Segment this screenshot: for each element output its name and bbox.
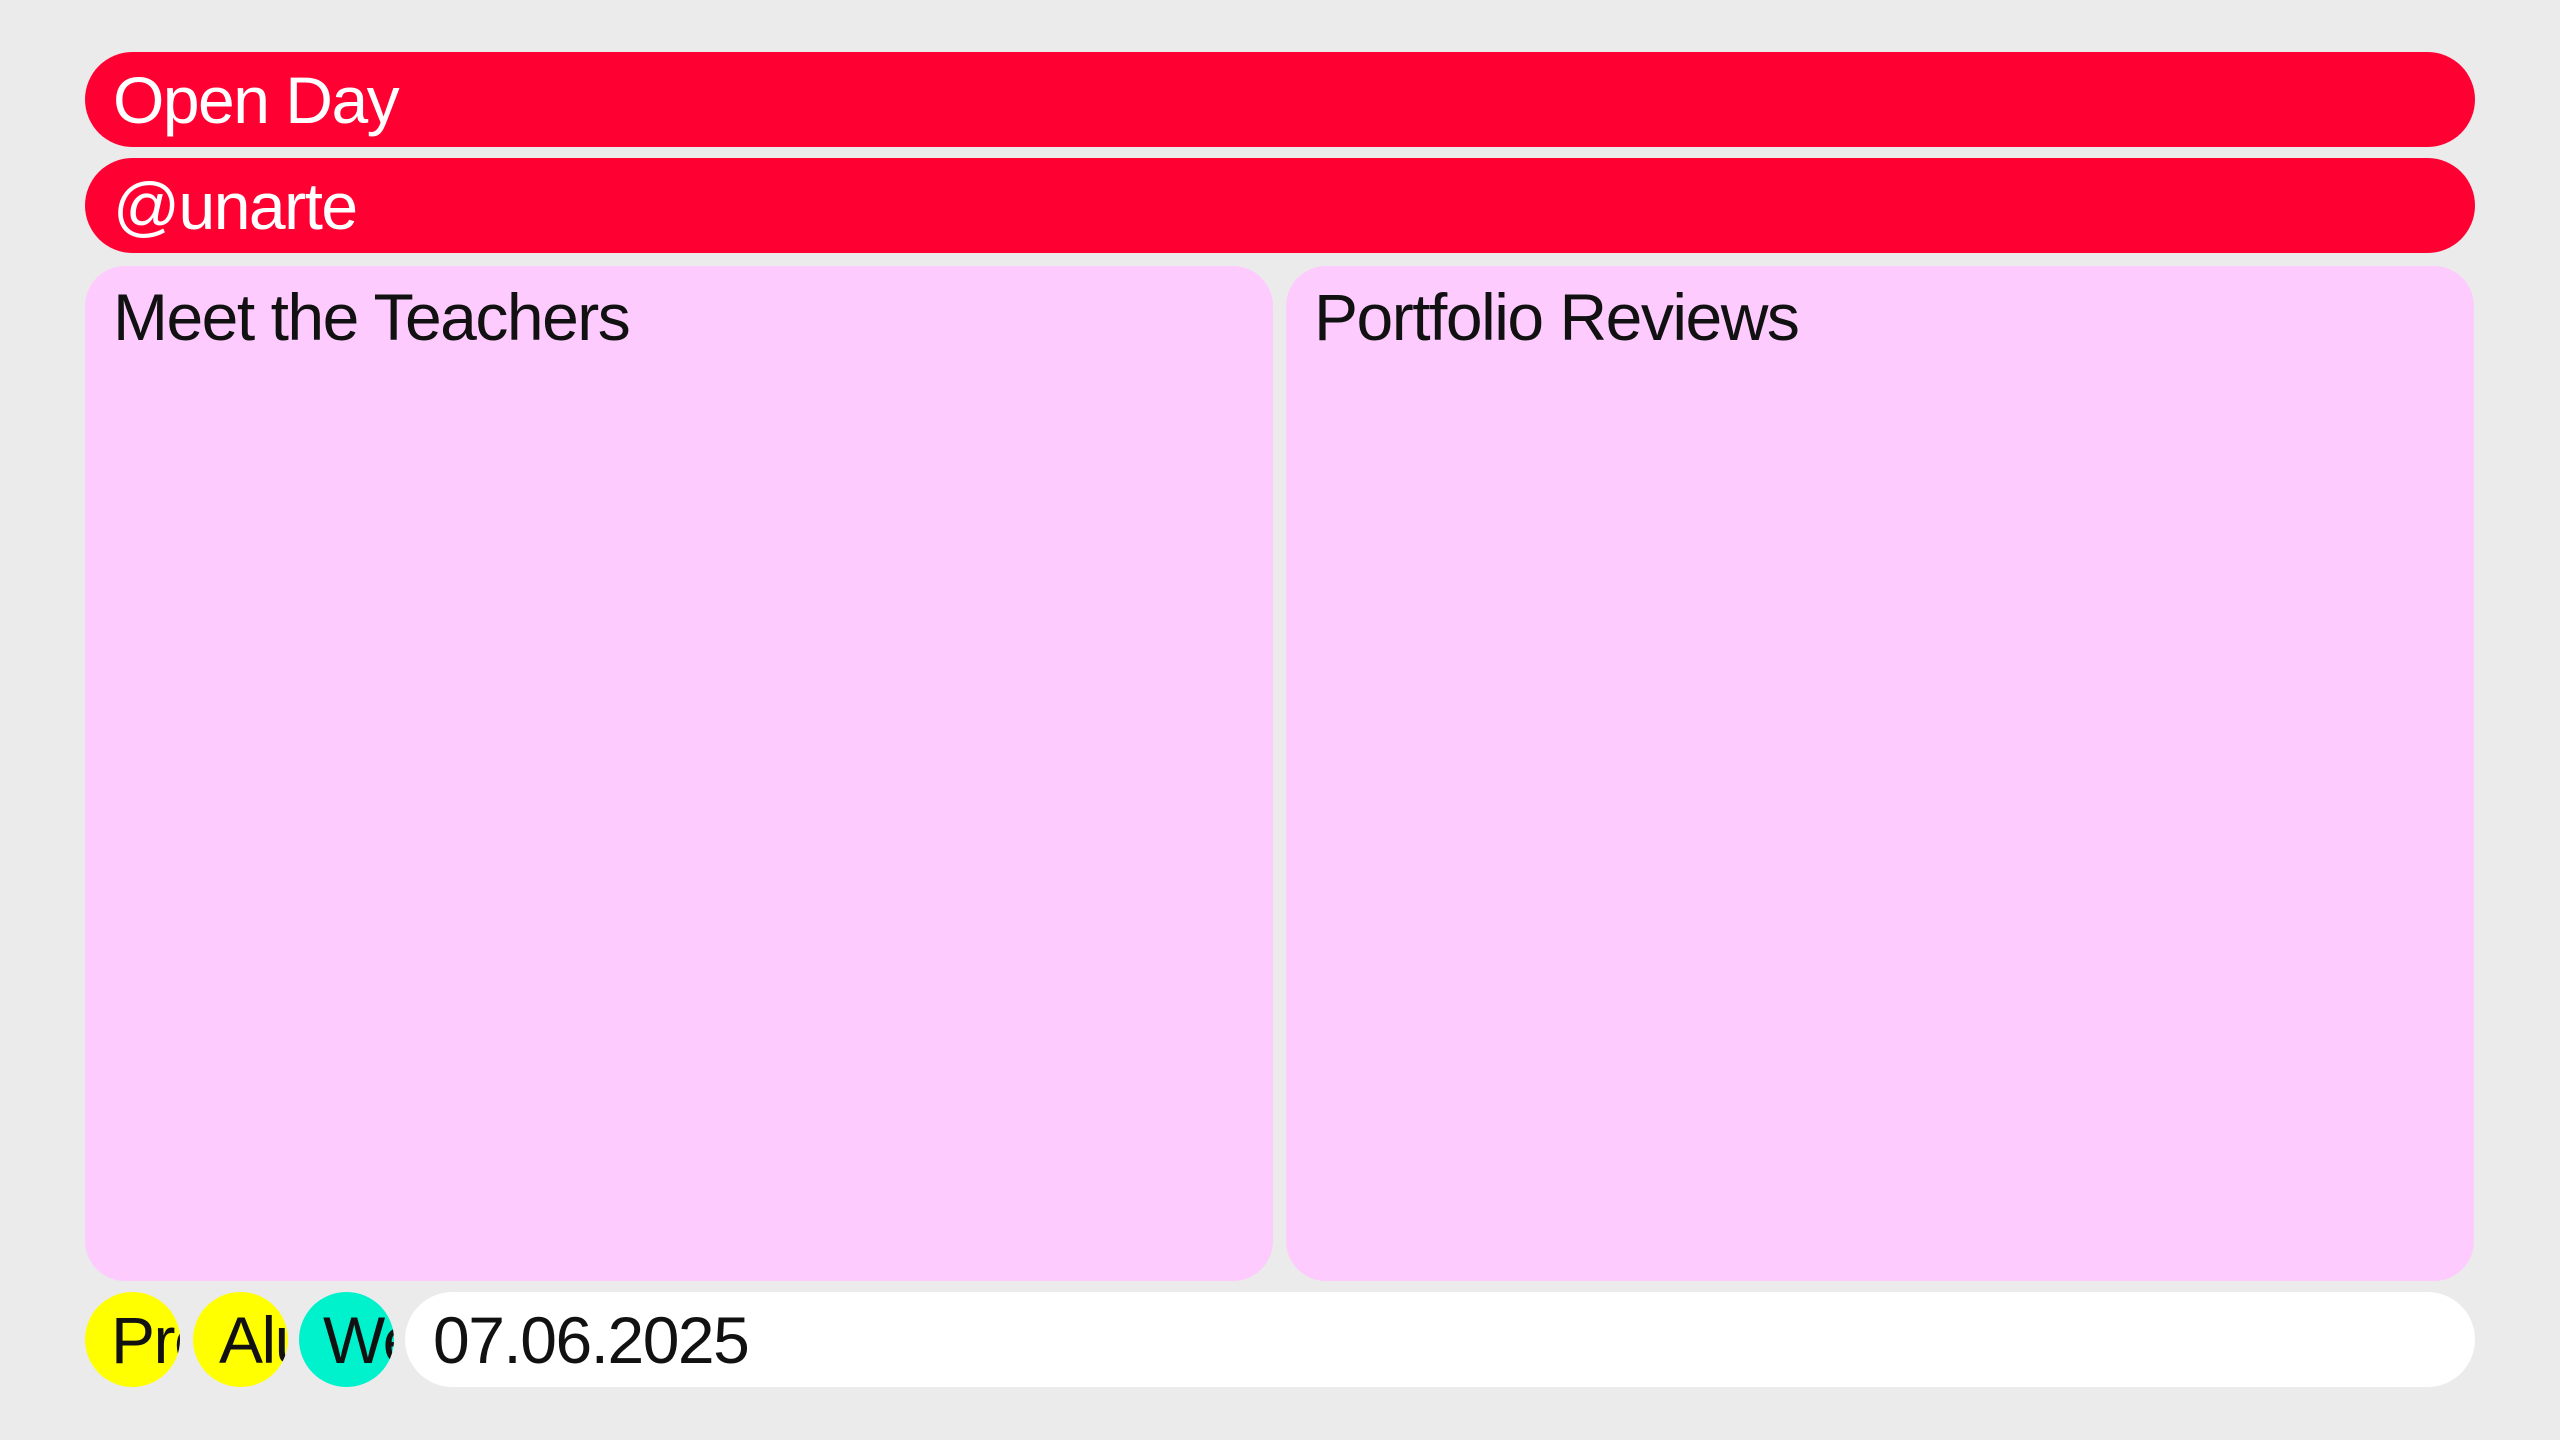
footer-chip[interactable]: Alu bbox=[193, 1292, 288, 1387]
panel-title: Portfolio Reviews bbox=[1314, 280, 1800, 354]
social-handle[interactable]: @unarte bbox=[113, 168, 358, 243]
panel-meet-the-teachers: Meet the Teachers bbox=[85, 266, 1273, 1281]
panel-title: Meet the Teachers bbox=[113, 280, 631, 354]
event-date-bar: 07.06.2025 bbox=[405, 1292, 2475, 1387]
social-handle-bar[interactable]: @unarte bbox=[85, 158, 2475, 253]
chip-label: Alu bbox=[219, 1302, 288, 1377]
chip-label: We bbox=[323, 1302, 394, 1377]
footer-chip[interactable]: Pre bbox=[85, 1292, 180, 1387]
chip-label: Pre bbox=[111, 1302, 180, 1377]
event-title-bar: Open Day bbox=[85, 52, 2475, 147]
footer-chip[interactable]: We bbox=[299, 1292, 394, 1387]
panel-portfolio-reviews: Portfolio Reviews bbox=[1286, 266, 2474, 1281]
event-date: 07.06.2025 bbox=[433, 1302, 750, 1377]
event-title: Open Day bbox=[113, 62, 400, 137]
